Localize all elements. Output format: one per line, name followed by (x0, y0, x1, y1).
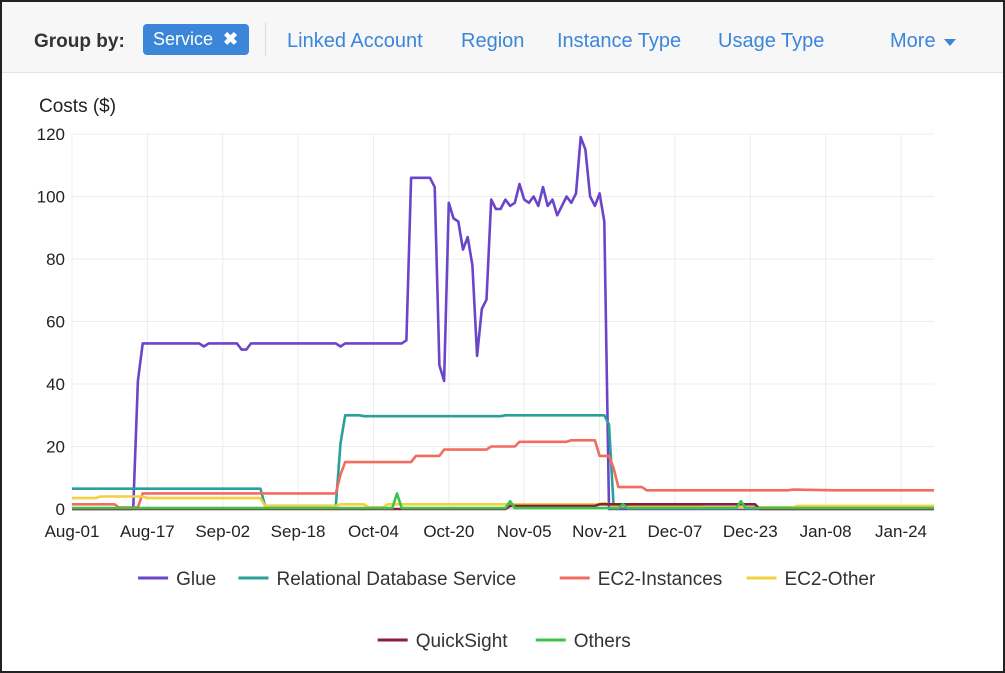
x-tick-label: Sep-02 (195, 522, 250, 541)
tab-region[interactable]: Region (461, 30, 525, 52)
more-label: More (890, 30, 936, 52)
legend-item-glue: Glue (138, 569, 216, 590)
y-tick-label: 80 (46, 250, 65, 269)
x-tick-label: Dec-07 (648, 522, 703, 541)
service-chip-label: Service (153, 29, 214, 49)
legend-label: Others (574, 631, 631, 652)
y-tick-label: 60 (46, 313, 65, 332)
legend-item-relational-database-service: Relational Database Service (238, 569, 517, 590)
y-tick-label: 120 (37, 125, 65, 144)
series-line-ec2-instances (72, 439, 934, 509)
x-tick-label: Nov-05 (497, 522, 552, 541)
legend-item-others: Others (535, 631, 631, 652)
y-tick-label: 100 (37, 188, 65, 207)
x-tick-label: Sep-18 (271, 522, 326, 541)
legend-label: EC2-Instances (598, 569, 723, 590)
more-dropdown[interactable]: More (890, 30, 956, 53)
series-line-ec2-other (72, 495, 934, 509)
y-tick-label: 20 (46, 438, 65, 457)
x-tick-label: Aug-17 (120, 522, 175, 541)
close-icon[interactable]: ✖ (223, 29, 239, 49)
y-tick-label: 40 (46, 375, 65, 394)
toolbar-divider (265, 22, 266, 56)
y-axis-title: Costs ($) (39, 96, 116, 117)
x-tick-label: Oct-20 (423, 522, 474, 541)
cost-line-chart: Costs ($) 0 20 40 60 80 100 120 Aug-01 Aug-17 Se… (37, 96, 934, 652)
legend-item-ec2-other: EC2-Other (746, 569, 876, 590)
y-tick-label: 0 (56, 500, 65, 519)
x-tick-label: Oct-04 (348, 522, 399, 541)
legend-label: QuickSight (416, 631, 509, 652)
legend-label: Glue (176, 569, 216, 590)
tab-linked-account[interactable]: Linked Account (287, 30, 423, 52)
tab-usage-type[interactable]: Usage Type (718, 30, 825, 52)
x-tick-label: Nov-21 (572, 522, 627, 541)
group-by-label: Group by: (34, 31, 125, 52)
legend-label: Relational Database Service (277, 569, 517, 590)
group-by-toolbar: Group by: Service ✖ Linked Account Regio… (2, 2, 1003, 73)
caret-down-icon (943, 39, 956, 46)
series-line-glue (72, 135, 934, 511)
series-line-others (72, 492, 934, 510)
legend-label: EC2-Other (785, 569, 876, 590)
x-tick-label: Aug-01 (45, 522, 100, 541)
tab-instance-type[interactable]: Instance Type (557, 30, 682, 52)
x-tick-label: Dec-23 (723, 522, 778, 541)
legend-item-quicksight: QuickSight (377, 631, 509, 652)
service-filter-chip[interactable]: Service ✖ (143, 24, 250, 55)
legend-item-ec2-instances: EC2-Instances (559, 569, 723, 590)
x-tick-label: Jan-24 (875, 522, 927, 541)
x-tick-label: Jan-08 (800, 522, 852, 541)
